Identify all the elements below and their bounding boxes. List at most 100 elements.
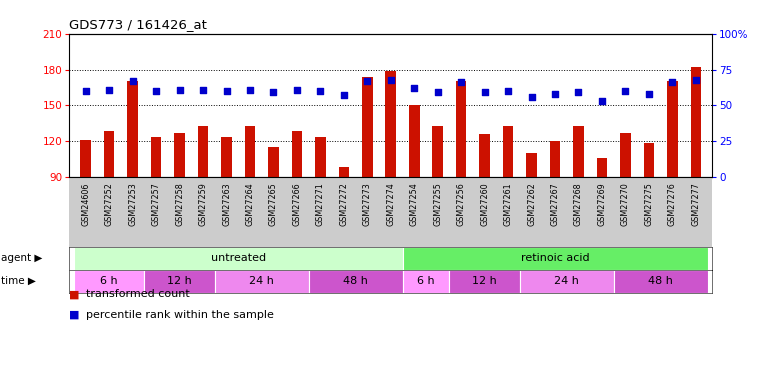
Text: GSM27263: GSM27263 bbox=[222, 182, 231, 226]
Bar bbox=[526, 153, 537, 177]
Bar bbox=[480, 134, 490, 177]
Point bbox=[244, 87, 256, 93]
Bar bbox=[520, 270, 614, 292]
Bar bbox=[151, 138, 162, 177]
Text: GSM27268: GSM27268 bbox=[574, 182, 583, 226]
Point bbox=[690, 76, 702, 82]
Text: 12 h: 12 h bbox=[167, 276, 192, 286]
Text: 24 h: 24 h bbox=[249, 276, 274, 286]
Text: GSM27269: GSM27269 bbox=[598, 182, 607, 226]
Bar bbox=[597, 158, 608, 177]
Text: GSM27262: GSM27262 bbox=[527, 182, 536, 226]
Point bbox=[455, 80, 467, 86]
Bar bbox=[245, 126, 256, 177]
Bar bbox=[620, 133, 631, 177]
Text: 48 h: 48 h bbox=[343, 276, 368, 286]
Text: GSM27274: GSM27274 bbox=[387, 182, 395, 226]
Point bbox=[596, 98, 608, 104]
Bar bbox=[403, 247, 708, 270]
Bar bbox=[614, 270, 708, 292]
Point bbox=[220, 88, 233, 94]
Bar bbox=[339, 167, 349, 177]
Point bbox=[643, 91, 655, 97]
Bar bbox=[309, 270, 403, 292]
Text: GSM27277: GSM27277 bbox=[691, 182, 701, 226]
Text: GSM27267: GSM27267 bbox=[551, 182, 560, 226]
Bar bbox=[221, 138, 232, 177]
Text: 6 h: 6 h bbox=[100, 276, 118, 286]
Text: 48 h: 48 h bbox=[648, 276, 673, 286]
Bar bbox=[104, 132, 115, 177]
Bar bbox=[174, 133, 185, 177]
Point bbox=[525, 94, 537, 100]
Point bbox=[126, 78, 139, 84]
Point bbox=[314, 88, 326, 94]
Bar bbox=[667, 81, 678, 177]
Bar bbox=[433, 126, 443, 177]
Bar bbox=[691, 67, 701, 177]
Text: GSM27270: GSM27270 bbox=[621, 182, 630, 226]
Bar bbox=[268, 147, 279, 177]
Bar bbox=[386, 71, 396, 177]
Text: GDS773 / 161426_at: GDS773 / 161426_at bbox=[69, 18, 207, 31]
Text: 6 h: 6 h bbox=[417, 276, 435, 286]
Bar bbox=[362, 76, 373, 177]
Text: GSM27260: GSM27260 bbox=[480, 182, 489, 226]
Bar bbox=[550, 141, 561, 177]
Text: ■: ■ bbox=[69, 310, 80, 320]
Bar bbox=[573, 126, 584, 177]
Point bbox=[408, 85, 420, 91]
Point bbox=[79, 88, 92, 94]
Point bbox=[103, 87, 116, 93]
Bar bbox=[403, 270, 450, 292]
Text: ■: ■ bbox=[69, 290, 80, 299]
Bar bbox=[456, 81, 467, 177]
Bar bbox=[315, 138, 326, 177]
Text: GSM27254: GSM27254 bbox=[410, 182, 419, 226]
Text: percentile rank within the sample: percentile rank within the sample bbox=[86, 310, 274, 320]
Point bbox=[197, 87, 209, 93]
Point bbox=[478, 89, 490, 95]
Text: GSM27261: GSM27261 bbox=[504, 182, 513, 226]
Bar bbox=[74, 247, 403, 270]
Point bbox=[361, 78, 373, 84]
Bar bbox=[198, 126, 209, 177]
Bar bbox=[503, 126, 514, 177]
Bar bbox=[127, 81, 138, 177]
Point bbox=[267, 89, 280, 95]
Text: GSM27264: GSM27264 bbox=[246, 182, 254, 226]
Text: GSM27259: GSM27259 bbox=[199, 182, 208, 226]
Text: GSM27255: GSM27255 bbox=[434, 182, 442, 226]
Text: GSM27265: GSM27265 bbox=[269, 182, 278, 226]
Text: GSM27258: GSM27258 bbox=[175, 182, 184, 226]
Text: agent ▶: agent ▶ bbox=[1, 253, 42, 263]
Bar bbox=[409, 105, 420, 177]
Text: GSM27266: GSM27266 bbox=[293, 182, 301, 226]
Point bbox=[619, 88, 631, 94]
Point bbox=[431, 89, 444, 95]
Bar bbox=[80, 140, 91, 177]
Text: GSM24606: GSM24606 bbox=[81, 182, 90, 226]
Point bbox=[173, 87, 186, 93]
Text: GSM27252: GSM27252 bbox=[105, 182, 114, 226]
Bar bbox=[215, 270, 309, 292]
Text: 12 h: 12 h bbox=[472, 276, 497, 286]
Point bbox=[385, 76, 397, 82]
Bar bbox=[450, 270, 520, 292]
Text: GSM27256: GSM27256 bbox=[457, 182, 466, 226]
Bar bbox=[292, 132, 302, 177]
Text: GSM27276: GSM27276 bbox=[668, 182, 677, 226]
Text: GSM27253: GSM27253 bbox=[128, 182, 137, 226]
Point bbox=[502, 88, 514, 94]
Point bbox=[338, 92, 350, 98]
Text: time ▶: time ▶ bbox=[1, 276, 35, 286]
Point bbox=[572, 89, 584, 95]
Text: transformed count: transformed count bbox=[86, 290, 190, 299]
Text: 24 h: 24 h bbox=[554, 276, 579, 286]
Text: GSM27275: GSM27275 bbox=[644, 182, 654, 226]
Point bbox=[150, 88, 162, 94]
Point bbox=[291, 87, 303, 93]
Text: retinoic acid: retinoic acid bbox=[521, 253, 589, 263]
Text: untreated: untreated bbox=[211, 253, 266, 263]
Text: GSM27272: GSM27272 bbox=[340, 182, 348, 226]
